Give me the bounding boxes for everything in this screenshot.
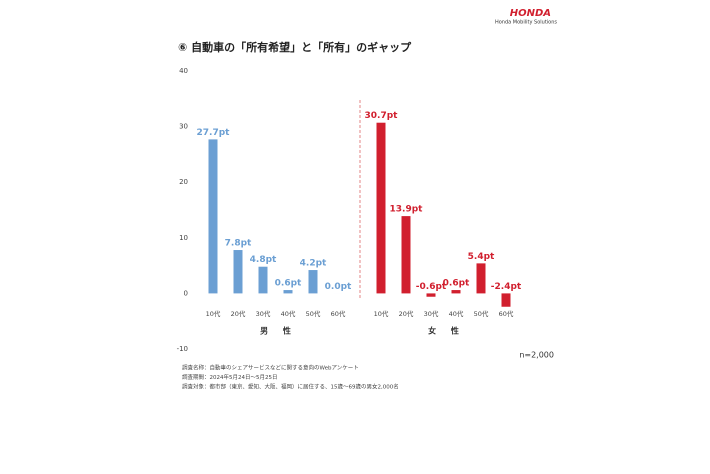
brand-logo: HONDA [510,8,551,19]
x-tick-label: 50代 [306,309,321,318]
x-tick-label: 10代 [206,309,221,318]
group-label: 男 性 [260,326,297,336]
y-tick-label: 20 [179,178,188,186]
value-label: 4.8pt [250,255,277,265]
x-tick-label: 30代 [256,309,271,318]
value-label: -2.4pt [491,282,522,292]
x-tick-label: 60代 [331,309,346,318]
value-label: 30.7pt [365,111,399,121]
value-label: 27.7pt [197,128,231,138]
bar [308,270,318,294]
value-label: 13.9pt [390,205,424,215]
note: 調査期間：2024年5月24日～5月25日 [182,373,278,381]
note: 調査名称：自動車のシェアサービスなどに関する意向のWebアンケート [182,364,359,372]
sample-size: n=2,000 [519,351,554,360]
group-label: 女 性 [428,326,465,336]
x-tick-label: 20代 [231,309,246,318]
value-label: 7.8pt [225,239,252,249]
bar [258,266,268,294]
bar [501,293,511,307]
bar [426,293,436,297]
bar [208,139,218,294]
brand-sub: Honda Mobility Solutions [495,20,557,26]
bar [476,263,486,294]
value-label: 0.0pt [325,282,352,292]
y-tick-label: 10 [179,234,188,242]
bar [233,250,243,294]
chart-title: ⑥ 自動車の「所有希望」と「所有」のギャップ [178,40,412,54]
value-label: 0.6pt [275,279,302,289]
value-label: -0.6pt [416,282,447,292]
y-tick-label: 0 [184,289,188,297]
x-tick-label: 60代 [499,309,514,318]
bar [451,290,461,294]
y-tick-label: 40 [179,67,188,75]
x-tick-label: 50代 [474,309,489,318]
value-label: 5.4pt [468,252,495,262]
x-tick-label: 40代 [449,309,464,318]
bar [376,122,386,294]
y-tick-label: 30 [179,123,188,131]
bar [283,290,293,294]
bar [401,216,411,294]
x-tick-label: 10代 [374,309,389,318]
x-tick-label: 20代 [399,309,414,318]
value-label: 4.2pt [300,259,327,269]
y-tick-label: -10 [177,345,188,353]
x-tick-label: 40代 [281,309,296,318]
note: 調査対象：都市部（東京、愛知、大阪、福岡）に居住する、15歳～69歳の男女2,0… [182,383,399,391]
value-label: 0.6pt [443,279,470,289]
x-tick-label: 30代 [424,309,439,318]
